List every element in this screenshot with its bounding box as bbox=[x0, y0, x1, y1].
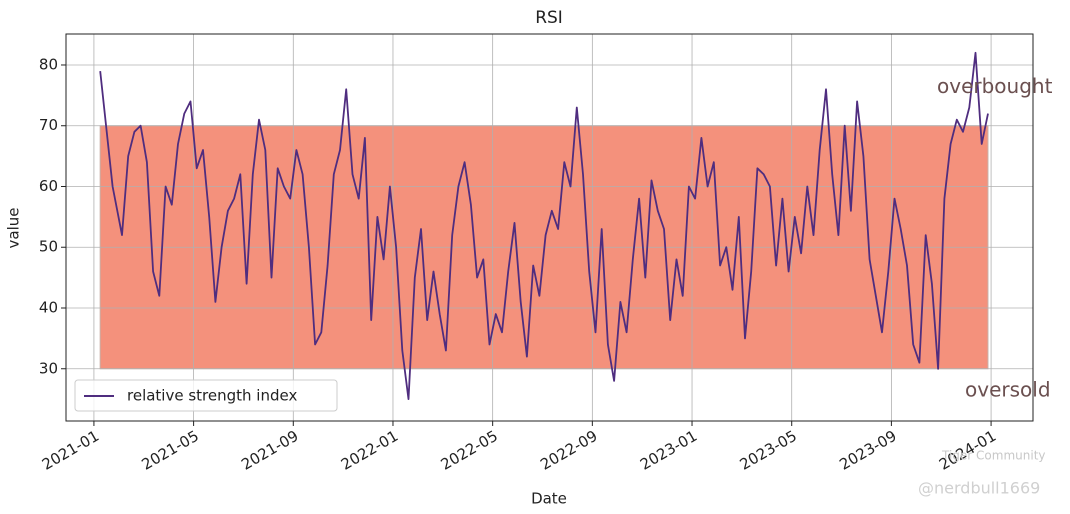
x-tick-label: 2021-01 bbox=[39, 427, 102, 474]
y-tick-label: 80 bbox=[39, 55, 58, 73]
watermark: @nerdbull1669 bbox=[918, 479, 1040, 498]
legend-box bbox=[74, 379, 338, 412]
y-tick-label: 70 bbox=[39, 116, 58, 134]
x-tick-label: 2022-09 bbox=[537, 427, 600, 474]
x-tick-label: 2023-01 bbox=[637, 427, 700, 474]
watermark: Tiger Community bbox=[941, 449, 1046, 463]
plot-frame bbox=[65, 33, 1034, 422]
x-tick-label: 2022-05 bbox=[438, 427, 501, 474]
annotation: overbought bbox=[937, 74, 1053, 98]
line bbox=[99, 51, 989, 400]
legend-label: relative strength index bbox=[127, 387, 297, 405]
chart-title: RSI bbox=[535, 8, 563, 28]
x-tick-label: 2022-01 bbox=[338, 427, 401, 474]
x-tick-label: 2021-09 bbox=[238, 427, 301, 474]
y-tick-label: 50 bbox=[39, 238, 58, 256]
y-axis-label: value bbox=[5, 208, 23, 249]
x-tick-label: 2023-09 bbox=[836, 427, 899, 474]
x-tick-label: 2021-05 bbox=[139, 427, 202, 474]
x-axis-label: Date bbox=[531, 490, 567, 508]
y-tick-label: 40 bbox=[39, 298, 58, 316]
annotation: oversold bbox=[965, 377, 1051, 401]
x-tick-label: 2023-05 bbox=[737, 427, 800, 474]
y-tick-label: 60 bbox=[39, 177, 58, 195]
y-tick-label: 30 bbox=[39, 359, 58, 377]
